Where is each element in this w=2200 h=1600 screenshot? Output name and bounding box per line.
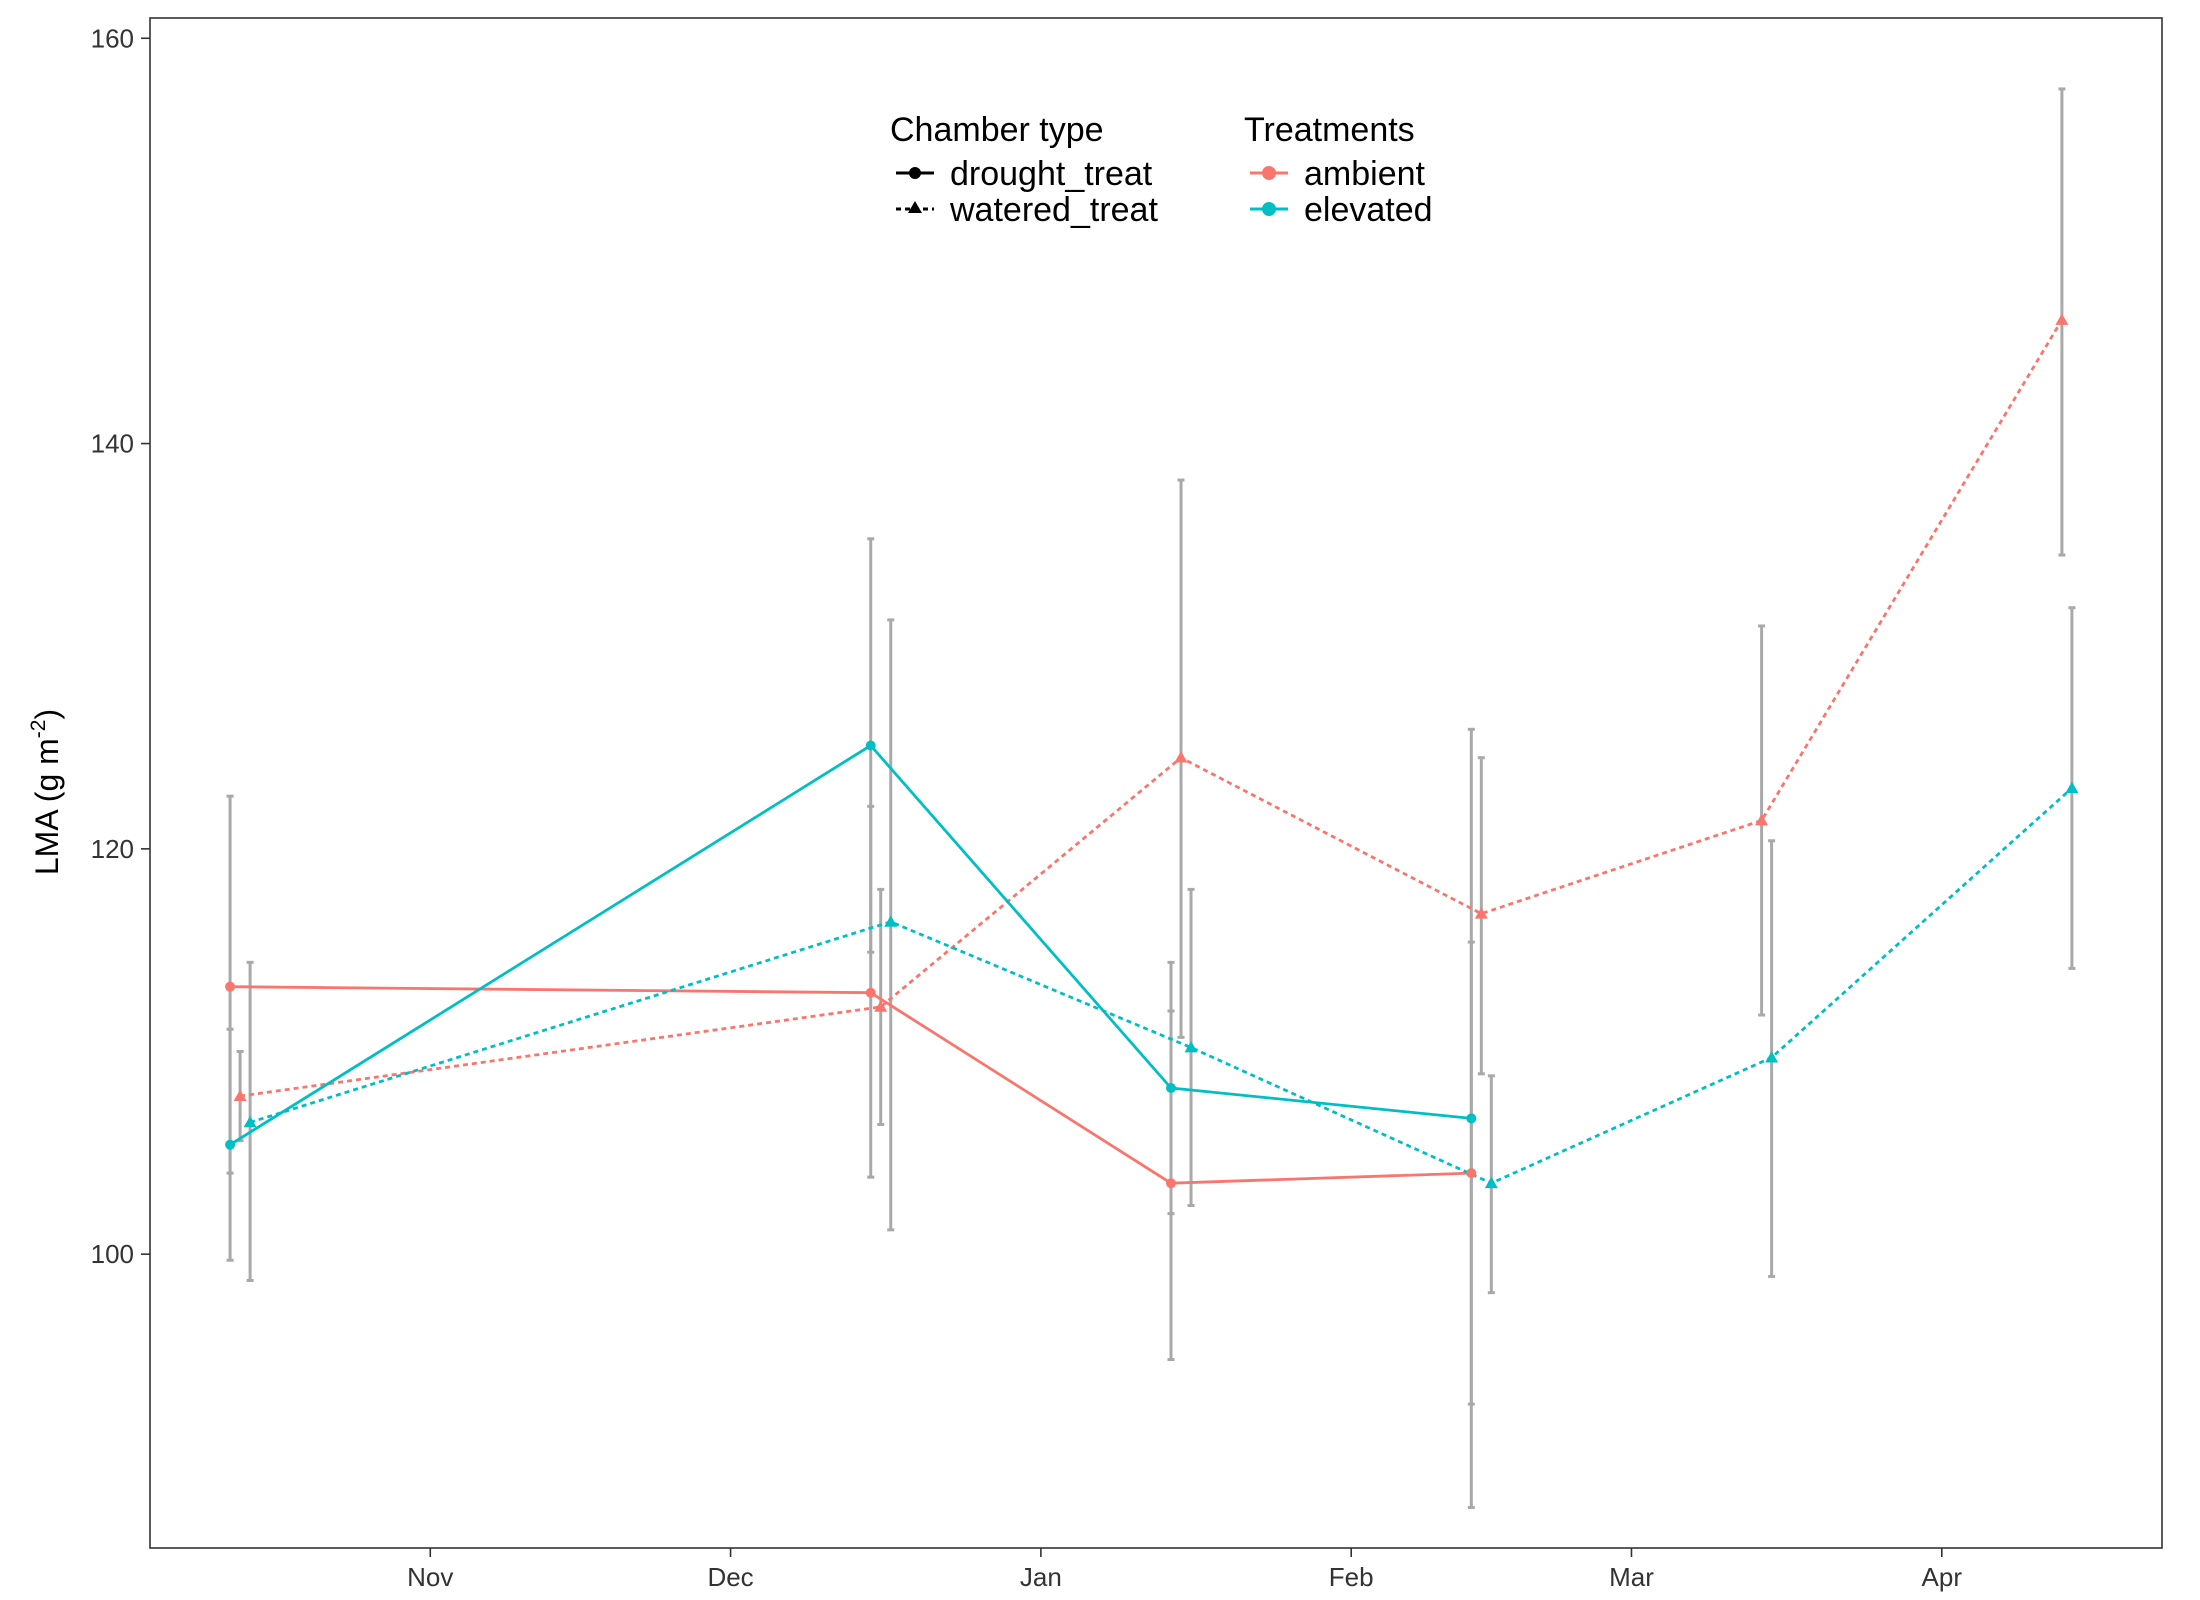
x-tick-label-dec: Dec xyxy=(707,1562,753,1592)
legend-item-ambient: ambient xyxy=(1250,155,1426,193)
point-ambient-watered-treat-2 xyxy=(1174,751,1188,763)
legend-key-ambient-marker xyxy=(1262,166,1276,180)
y-tick-label-120: 120 xyxy=(91,834,134,864)
point-ambient-drought-treat-2 xyxy=(1166,1178,1177,1189)
series-line-elevated-drought-treat xyxy=(229,744,1472,1146)
point-ambient-watered-treat-1 xyxy=(874,1000,888,1012)
point-elevated-watered-treat-4 xyxy=(1765,1051,1779,1063)
series-line-elevated-watered-treat xyxy=(249,787,2073,1185)
legend-title-treatments: Treatments xyxy=(1244,111,1415,149)
legend-label-watered-treat: watered_treat xyxy=(949,191,1158,229)
point-elevated-watered-treat-3 xyxy=(1484,1176,1498,1189)
legend-key-circle-marker xyxy=(909,167,921,179)
point-elevated-watered-treat-1 xyxy=(884,915,898,927)
y-tick-label-140: 140 xyxy=(91,429,134,459)
legend-title-chamber: Chamber type xyxy=(890,111,1104,149)
point-ambient-watered-treat-5 xyxy=(2055,313,2069,325)
legend-item-elevated: elevated xyxy=(1250,191,1433,229)
legend-key-triangle-marker xyxy=(908,201,922,213)
series-points xyxy=(225,313,2079,1189)
point-elevated-watered-treat-0 xyxy=(243,1115,257,1128)
y-axis-title-superscript: -2 xyxy=(27,720,50,739)
legend-label-ambient: ambient xyxy=(1304,155,1426,193)
point-elevated-drought-treat-0 xyxy=(225,1139,236,1150)
legend-label-elevated: elevated xyxy=(1304,191,1433,229)
y-axis-title-close: ) xyxy=(29,709,65,720)
legend: Chamber type drought_treat watered_treat… xyxy=(890,111,1433,229)
x-axis: Nov Dec Jan Feb Mar Apr xyxy=(407,1548,1962,1592)
legend-label-drought-treat: drought_treat xyxy=(950,155,1153,193)
point-ambient-watered-treat-0 xyxy=(233,1089,247,1101)
point-elevated-watered-treat-2 xyxy=(1184,1040,1198,1053)
series-line-ambient-drought-treat xyxy=(230,985,1472,1185)
point-ambient-watered-treat-3 xyxy=(1474,907,1488,919)
x-tick-label-jan: Jan xyxy=(1020,1562,1062,1592)
point-elevated-drought-treat-3 xyxy=(1466,1113,1477,1124)
y-axis: 100 120 140 160 xyxy=(91,23,150,1269)
point-elevated-drought-treat-2 xyxy=(1166,1082,1177,1093)
plot-panel-border xyxy=(149,17,2163,1549)
y-axis-title: LMA (g m-2) xyxy=(27,709,65,875)
x-tick-label-nov: Nov xyxy=(407,1562,453,1592)
y-axis-title-main: LMA (g m xyxy=(29,738,65,875)
legend-key-elevated-marker xyxy=(1262,202,1276,216)
point-ambient-drought-treat-0 xyxy=(225,981,236,992)
series-lines xyxy=(229,319,2073,1185)
x-tick-label-apr: Apr xyxy=(1922,1562,1963,1592)
point-ambient-watered-treat-4 xyxy=(1755,813,1769,826)
point-elevated-drought-treat-1 xyxy=(865,740,876,751)
y-tick-label-100: 100 xyxy=(91,1239,134,1269)
point-ambient-drought-treat-1 xyxy=(865,987,876,998)
y-tick-label-160: 160 xyxy=(91,23,134,53)
point-ambient-drought-treat-3 xyxy=(1466,1168,1477,1179)
x-tick-label-mar: Mar xyxy=(1609,1562,1654,1592)
legend-item-watered-treat: watered_treat xyxy=(896,191,1158,229)
series-line-ambient-watered-treat xyxy=(239,319,2064,1098)
legend-item-drought-treat: drought_treat xyxy=(896,155,1153,193)
x-tick-label-feb: Feb xyxy=(1329,1562,1374,1592)
point-elevated-watered-treat-5 xyxy=(2065,781,2079,793)
